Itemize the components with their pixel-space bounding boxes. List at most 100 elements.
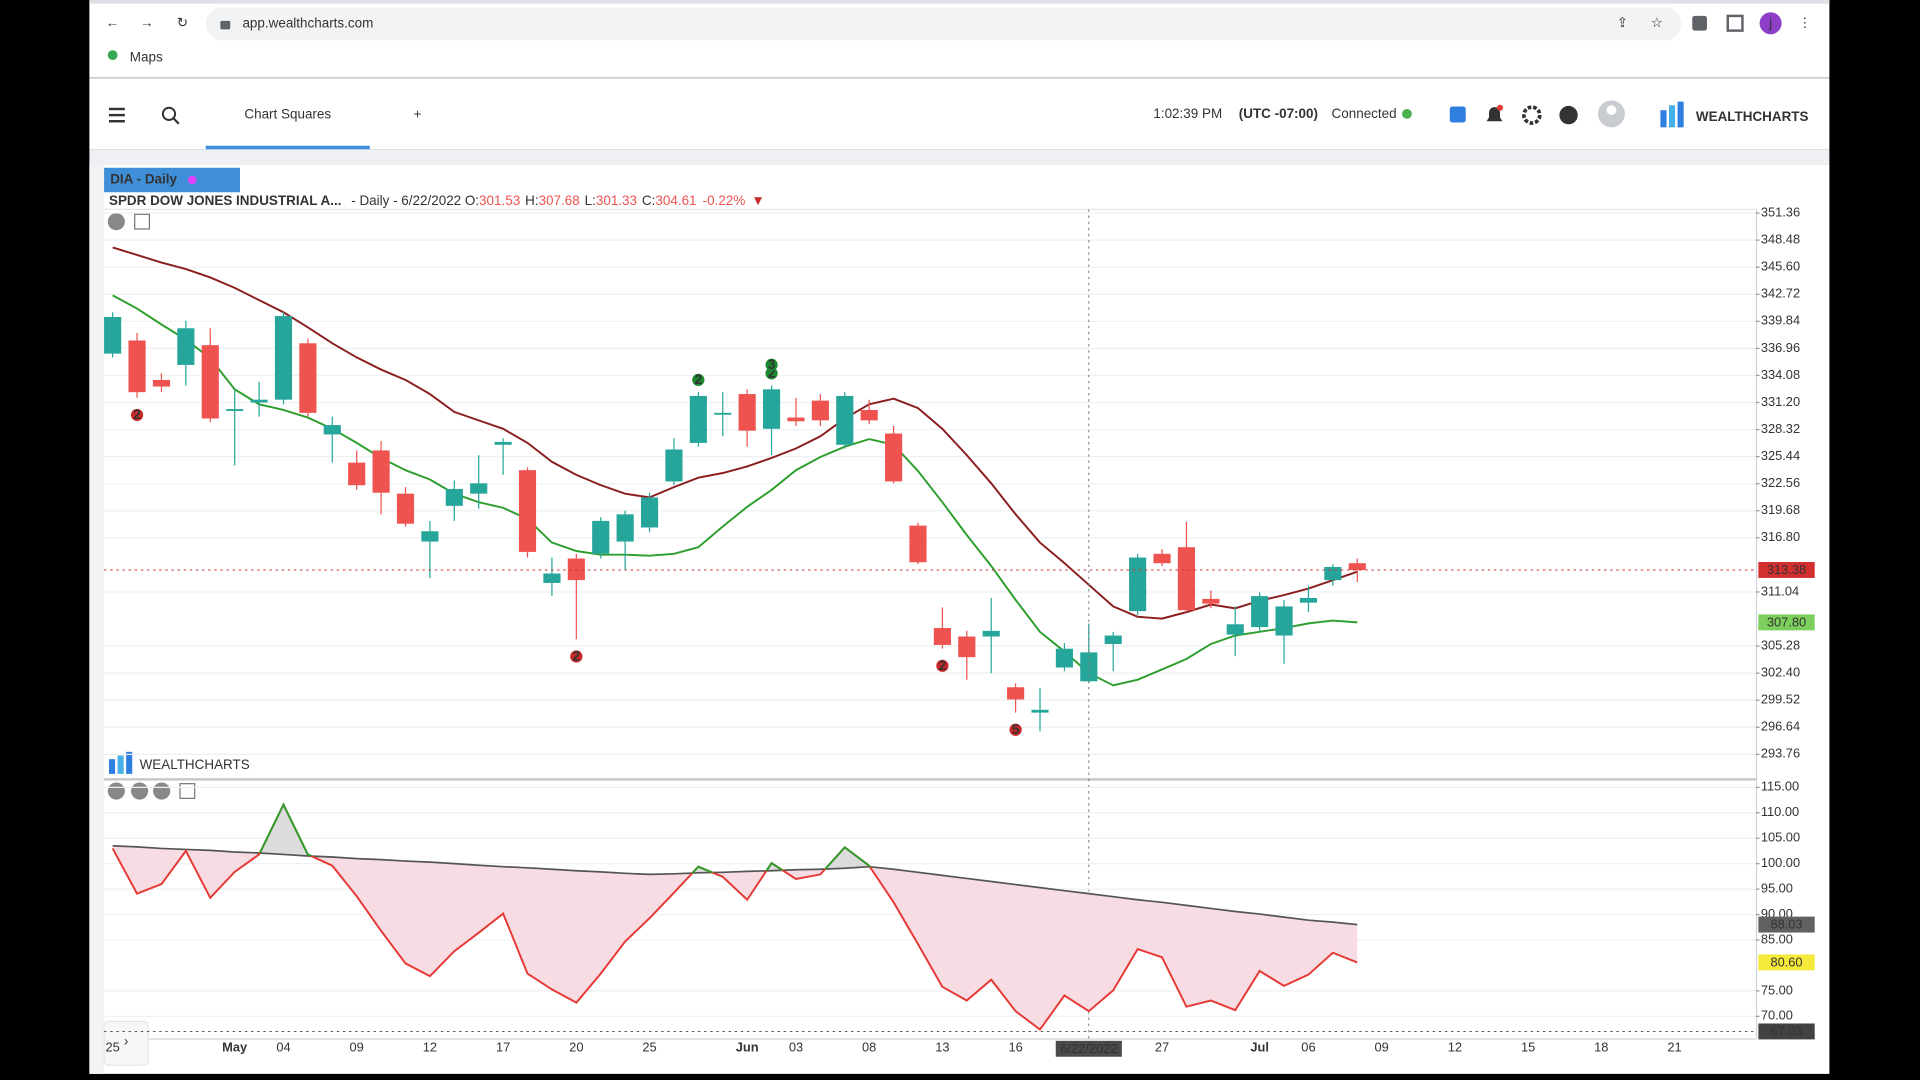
- indicator-line: [111, 802, 1358, 1031]
- candle-body: [518, 470, 537, 552]
- price-tag: [1758, 562, 1815, 578]
- x-tick-label: 15: [1521, 1040, 1535, 1055]
- candle-body: [1055, 648, 1073, 668]
- signal-marker: [130, 408, 144, 422]
- candle-body: [592, 520, 610, 554]
- x-tick-label: 25: [642, 1040, 656, 1055]
- moving-average: [112, 246, 1358, 620]
- settings-icon[interactable]: [1522, 105, 1542, 125]
- candle-body: [299, 343, 317, 413]
- status: Connected: [1332, 106, 1397, 121]
- candle-body: [445, 488, 463, 506]
- panel-buttons[interactable]: [107, 213, 150, 231]
- ohlc-value: 304.61: [655, 192, 696, 207]
- candle-body: [274, 316, 293, 400]
- y-tick-label: 100.00: [1761, 855, 1800, 870]
- menu-icon[interactable]: ⋮: [1798, 15, 1811, 30]
- candle-body: [177, 328, 195, 365]
- ohlc-value: 307.68: [539, 192, 580, 207]
- chart-tab-label: DIA - Daily: [110, 172, 177, 187]
- expand-button[interactable]: [103, 1020, 149, 1066]
- x-tick-label: 12: [1448, 1040, 1462, 1055]
- ohlc-label: H:: [525, 192, 538, 207]
- candle-body: [714, 412, 732, 415]
- bookmark-star[interactable]: ☆: [1651, 15, 1663, 30]
- ohlc-label: O:: [465, 192, 479, 207]
- y-tick-label: 299.52: [1761, 692, 1800, 707]
- candle-body: [1080, 652, 1098, 682]
- help-icon[interactable]: [1559, 105, 1578, 125]
- crosshair-label: 6/22/2022: [1060, 1041, 1117, 1056]
- x-tick-label: 13: [935, 1040, 949, 1055]
- y-tick-label: 319.68: [1761, 502, 1800, 517]
- y-tick-label: 351.36: [1761, 204, 1800, 219]
- sidepanel-icon[interactable]: [1726, 14, 1744, 32]
- signal-marker: [1009, 723, 1022, 736]
- candle-body: [1153, 553, 1171, 564]
- candle-body: [1007, 687, 1025, 700]
- watermark: WEALTHCHARTS: [140, 757, 250, 772]
- x-tick-label: 21: [1667, 1040, 1681, 1055]
- tab[interactable]: Chart Squares: [244, 107, 331, 122]
- x-tick-label: 17: [496, 1040, 510, 1055]
- candle-body: [226, 409, 244, 411]
- ohlc-value: 301.53: [479, 192, 520, 207]
- candle-body: [1299, 597, 1318, 603]
- signal-label: 2: [573, 649, 580, 664]
- bookmark[interactable]: Maps: [130, 50, 163, 65]
- candle-body: [958, 636, 976, 658]
- y-tick-label: 325.44: [1761, 448, 1800, 463]
- extensions-icon[interactable]: [1692, 15, 1707, 31]
- back-button[interactable]: ←: [106, 15, 119, 30]
- tab-strip: [89, 0, 1830, 4]
- x-tick-label: 08: [862, 1040, 876, 1055]
- signal-marker: [765, 358, 778, 371]
- candle-body: [1104, 635, 1122, 645]
- signal-label: 2: [695, 372, 702, 387]
- hamburger[interactable]: [108, 107, 125, 123]
- candle-body: [250, 399, 268, 403]
- candle-body: [811, 400, 829, 421]
- y-tick-label: 293.76: [1761, 746, 1800, 761]
- candle-body: [860, 410, 878, 421]
- reload-button[interactable]: ↻: [177, 15, 188, 30]
- help-mark: ?: [1564, 107, 1572, 122]
- lock-icon: [220, 20, 231, 30]
- profile-letter: j: [1768, 15, 1772, 30]
- candle-body: [543, 573, 561, 583]
- price-tag: [1758, 614, 1815, 631]
- candle-body: [1202, 598, 1220, 604]
- candle-body: [1324, 566, 1342, 581]
- url: app.wealthcharts.com: [242, 15, 373, 30]
- save-icon[interactable]: [1449, 106, 1466, 123]
- candle-body: [982, 630, 1000, 637]
- alert-icon[interactable]: [1486, 107, 1503, 122]
- chart-info: SPDR DOW JONES INDUSTRIAL A... - Daily - …: [109, 192, 765, 207]
- y-tick-label: 322.56: [1761, 475, 1800, 490]
- search-icon[interactable]: [161, 106, 180, 125]
- candle-body: [836, 395, 854, 445]
- x-tick-label: 09: [1375, 1040, 1389, 1055]
- x-tick-label: 04: [276, 1040, 290, 1055]
- profile-avatar[interactable]: [1759, 12, 1782, 35]
- chart-tab[interactable]: [104, 167, 240, 193]
- change: -0.22%: [703, 192, 746, 207]
- candle-body: [885, 433, 903, 482]
- address-bar[interactable]: [205, 7, 1682, 41]
- add-tab[interactable]: +: [414, 107, 422, 122]
- baseline: [112, 845, 1358, 926]
- signal-marker: [936, 659, 949, 672]
- y-tick-label: 296.64: [1761, 719, 1800, 734]
- price-tag: [1758, 1023, 1815, 1040]
- candle-body: [640, 497, 659, 528]
- y-tick-label: 345.60: [1761, 259, 1800, 274]
- share-icon[interactable]: ⇪: [1617, 15, 1628, 30]
- ohlc-value: 301.33: [596, 192, 637, 207]
- change-arrow: ▼: [751, 192, 764, 207]
- y-tick-label: 70.00: [1761, 1008, 1793, 1023]
- y-tick-label: 339.84: [1761, 313, 1800, 328]
- candle-body: [201, 345, 219, 419]
- forward-button[interactable]: →: [140, 15, 153, 30]
- timezone: (UTC -07:00): [1239, 106, 1318, 121]
